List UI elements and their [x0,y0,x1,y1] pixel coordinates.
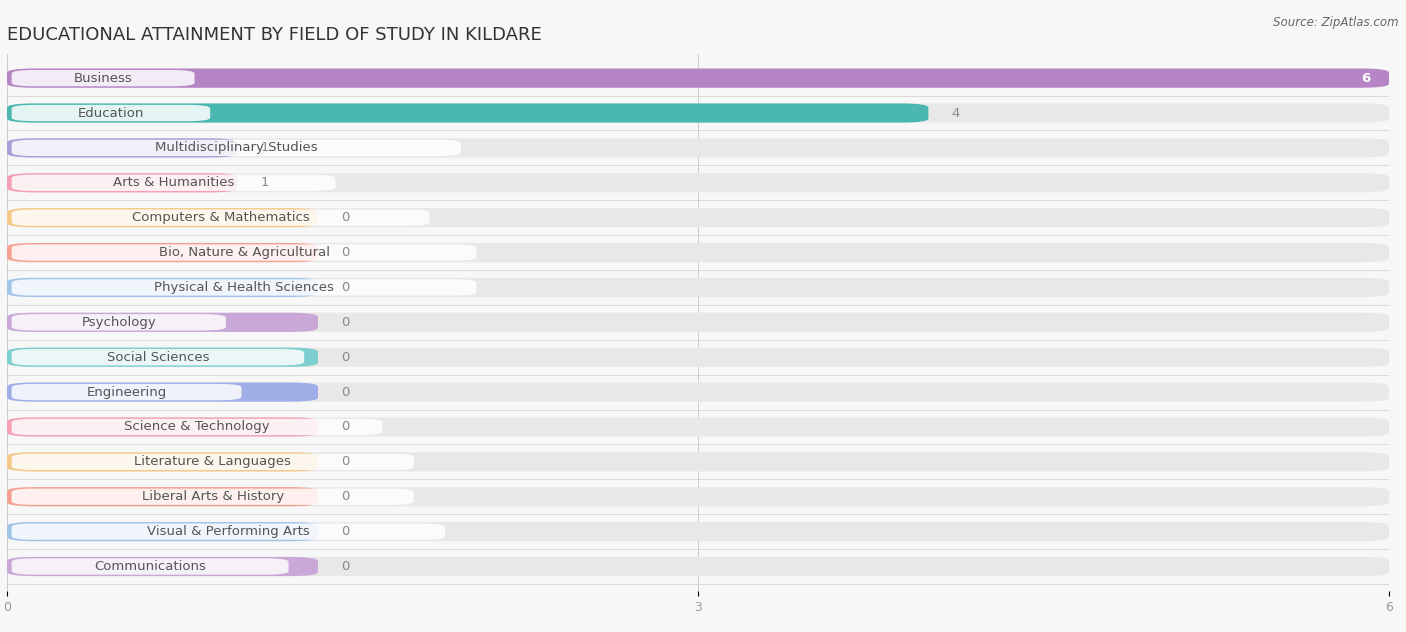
FancyBboxPatch shape [7,243,318,262]
FancyBboxPatch shape [7,104,1389,123]
FancyBboxPatch shape [7,68,1389,88]
Text: 6: 6 [1361,71,1371,85]
FancyBboxPatch shape [7,522,1389,541]
FancyBboxPatch shape [7,104,928,123]
Text: Visual & Performing Arts: Visual & Performing Arts [148,525,309,538]
Text: 0: 0 [342,351,350,363]
FancyBboxPatch shape [7,138,238,157]
FancyBboxPatch shape [7,522,318,541]
FancyBboxPatch shape [11,279,477,296]
FancyBboxPatch shape [7,313,1389,332]
Text: 0: 0 [342,560,350,573]
Text: 1: 1 [260,176,269,190]
Text: 0: 0 [342,490,350,503]
Text: Multidisciplinary Studies: Multidisciplinary Studies [155,142,318,154]
Text: Education: Education [77,107,143,119]
FancyBboxPatch shape [7,243,1389,262]
FancyBboxPatch shape [11,419,382,435]
FancyBboxPatch shape [11,245,477,261]
Text: Arts & Humanities: Arts & Humanities [112,176,235,190]
Text: 1: 1 [260,142,269,154]
FancyBboxPatch shape [7,487,1389,506]
FancyBboxPatch shape [7,208,1389,228]
Text: 0: 0 [342,316,350,329]
Text: 0: 0 [342,281,350,294]
FancyBboxPatch shape [7,557,318,576]
Text: Psychology: Psychology [82,316,156,329]
Text: 0: 0 [342,246,350,259]
FancyBboxPatch shape [11,523,446,540]
Text: 0: 0 [342,386,350,399]
FancyBboxPatch shape [11,314,226,331]
Text: Computers & Mathematics: Computers & Mathematics [132,211,309,224]
FancyBboxPatch shape [7,382,318,402]
Text: Engineering: Engineering [86,386,167,399]
FancyBboxPatch shape [11,174,336,191]
FancyBboxPatch shape [11,454,413,470]
Text: Physical & Health Sciences: Physical & Health Sciences [155,281,335,294]
FancyBboxPatch shape [7,278,1389,297]
FancyBboxPatch shape [11,349,304,365]
FancyBboxPatch shape [7,208,318,228]
FancyBboxPatch shape [7,173,1389,192]
Text: Literature & Languages: Literature & Languages [135,455,291,468]
FancyBboxPatch shape [11,558,288,574]
Text: 0: 0 [342,455,350,468]
FancyBboxPatch shape [7,313,318,332]
FancyBboxPatch shape [7,173,238,192]
Text: Communications: Communications [94,560,207,573]
FancyBboxPatch shape [7,557,1389,576]
FancyBboxPatch shape [7,348,318,367]
Text: Liberal Arts & History: Liberal Arts & History [142,490,284,503]
FancyBboxPatch shape [7,417,318,437]
FancyBboxPatch shape [11,210,429,226]
Text: Science & Technology: Science & Technology [124,420,270,434]
FancyBboxPatch shape [7,453,318,471]
Text: Source: ZipAtlas.com: Source: ZipAtlas.com [1274,16,1399,29]
FancyBboxPatch shape [11,489,413,505]
Text: 0: 0 [342,525,350,538]
Text: 4: 4 [952,107,960,119]
FancyBboxPatch shape [11,70,194,87]
FancyBboxPatch shape [7,348,1389,367]
FancyBboxPatch shape [7,68,1389,88]
Text: EDUCATIONAL ATTAINMENT BY FIELD OF STUDY IN KILDARE: EDUCATIONAL ATTAINMENT BY FIELD OF STUDY… [7,26,541,44]
Text: Bio, Nature & Agricultural: Bio, Nature & Agricultural [159,246,329,259]
Text: 0: 0 [342,420,350,434]
Text: Business: Business [73,71,132,85]
Text: 0: 0 [342,211,350,224]
FancyBboxPatch shape [7,138,1389,157]
FancyBboxPatch shape [11,140,461,156]
FancyBboxPatch shape [7,382,1389,402]
FancyBboxPatch shape [7,417,1389,437]
FancyBboxPatch shape [11,384,242,400]
FancyBboxPatch shape [7,453,1389,471]
FancyBboxPatch shape [7,487,318,506]
FancyBboxPatch shape [7,278,318,297]
FancyBboxPatch shape [11,105,211,121]
Text: Social Sciences: Social Sciences [107,351,209,363]
